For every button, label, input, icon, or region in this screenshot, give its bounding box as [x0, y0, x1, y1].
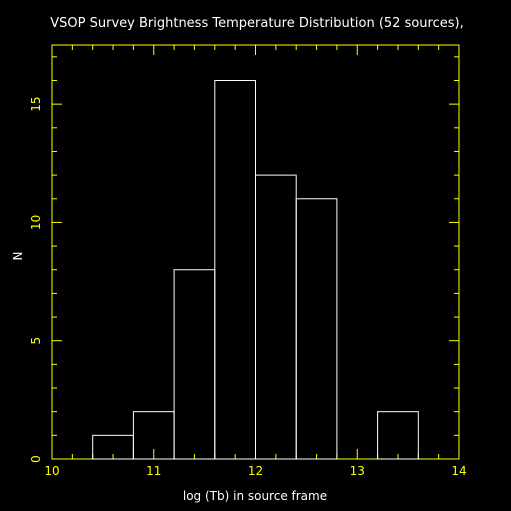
histogram-bar	[255, 174, 297, 460]
histogram-bar	[295, 198, 338, 460]
y-tick-labels: 0 5 10 15	[29, 97, 43, 463]
x-tick-label: 11	[146, 464, 161, 478]
histogram-bar	[377, 411, 419, 460]
x-tick-label: 13	[350, 464, 365, 478]
y-tick-label: 10	[29, 215, 43, 230]
x-axis-label: log (Tb) in source frame	[183, 489, 327, 503]
y-tick-label: 0	[29, 455, 43, 463]
histogram-bar	[214, 79, 257, 460]
x-tick-label: 14	[451, 464, 466, 478]
x-tick-label: 12	[248, 464, 263, 478]
y-tick-label: 5	[29, 337, 43, 345]
y-axis-label: N	[11, 252, 25, 261]
chart-title: VSOP Survey Brightness Temperature Distr…	[50, 16, 463, 31]
x-tick-labels: 10 11 12 13 14	[44, 464, 466, 478]
y-tick-label: 15	[29, 97, 43, 112]
histogram-bar	[173, 269, 216, 460]
histogram-bars	[92, 79, 419, 460]
x-tick-label: 10	[44, 464, 59, 478]
